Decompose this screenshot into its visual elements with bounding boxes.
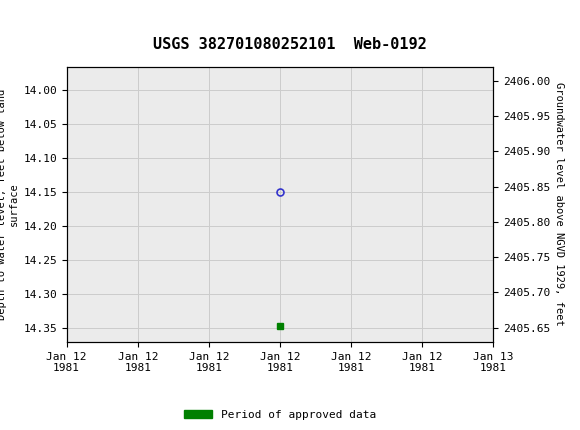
- Legend: Period of approved data: Period of approved data: [179, 405, 380, 424]
- Y-axis label: Depth to water level, feet below land
surface: Depth to water level, feet below land su…: [0, 89, 19, 320]
- Text: USGS: USGS: [32, 6, 83, 25]
- Text: ☒: ☒: [3, 6, 23, 25]
- Text: USGS 382701080252101  Web-0192: USGS 382701080252101 Web-0192: [153, 37, 427, 52]
- Y-axis label: Groundwater level above NGVD 1929, feet: Groundwater level above NGVD 1929, feet: [554, 83, 564, 326]
